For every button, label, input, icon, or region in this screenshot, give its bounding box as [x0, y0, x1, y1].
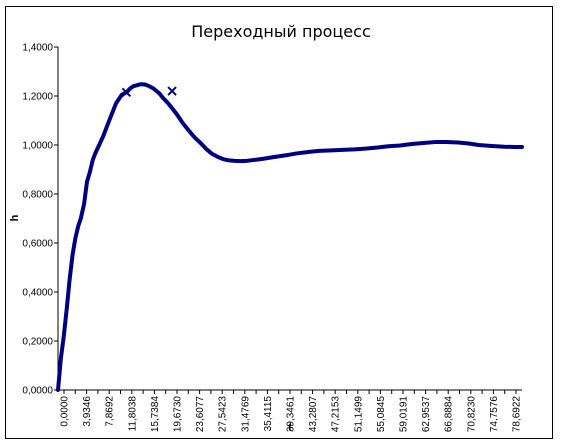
- x-tick-label: 59,0191: [399, 396, 410, 433]
- y-tick-label: 0,8000: [22, 190, 53, 201]
- x-tick-labels: 0,0000 3,9346 7,8692 11,8038 15,7384 19,6730 2…: [60, 396, 523, 433]
- x-tick-label: 47,2153: [331, 396, 342, 433]
- series-line: [56, 82, 524, 392]
- x-axis-label: t: [288, 422, 292, 434]
- x-marker: [121, 87, 132, 98]
- x-tick-label: 23,6077: [195, 396, 206, 433]
- x-tick-label: 74,7576: [489, 396, 500, 433]
- x-tick-label: 62,9537: [421, 396, 432, 433]
- x-tick-label: 55,0845: [376, 396, 387, 433]
- y-tick-label: 0,0000: [22, 386, 53, 397]
- x-tick-label: 0,0000: [60, 396, 71, 427]
- x-tick-label: 35,4115: [263, 396, 274, 432]
- y-tick-label: 0,6000: [22, 239, 53, 250]
- y-tick-label: 0,4000: [22, 288, 53, 299]
- x-tick-label: 43,2807: [308, 396, 319, 433]
- x-tick-label: 7,8692: [105, 396, 116, 427]
- x-tick-label: 70,8230: [466, 396, 477, 433]
- tick-marks: [54, 46, 517, 394]
- chart-frame: [5, 6, 553, 439]
- x-tick-label: 3,9346: [82, 396, 93, 427]
- x-tick-label: 78,6922: [512, 396, 523, 433]
- x-tick-label: 51,1499: [353, 396, 364, 433]
- x-tick-label: 15,7384: [150, 396, 161, 433]
- x-tick-label: 27,5423: [218, 396, 229, 433]
- y-tick-label: 1,4000: [22, 43, 53, 54]
- x-marker: [167, 86, 177, 96]
- y-tick-label: 1,0000: [22, 141, 53, 152]
- y-tick-label: 1,2000: [22, 92, 53, 103]
- chart-title: Переходный процесс: [191, 22, 371, 41]
- x-tick-label: 31,4769: [240, 396, 251, 433]
- x-tick-label: 66,8884: [444, 396, 455, 433]
- x-tick-label: 39,3461: [286, 396, 297, 433]
- y-tick-labels: 0,0000 0,2000 0,4000 0,6000 0,8000 1,0000 1,20…: [22, 43, 53, 397]
- series-markers: [121, 86, 177, 98]
- x-tick-label: 19,6730: [173, 396, 184, 433]
- y-axis-label: h: [9, 214, 21, 221]
- x-tick-label: 11,8038: [127, 396, 138, 432]
- y-tick-label: 0,2000: [22, 337, 53, 348]
